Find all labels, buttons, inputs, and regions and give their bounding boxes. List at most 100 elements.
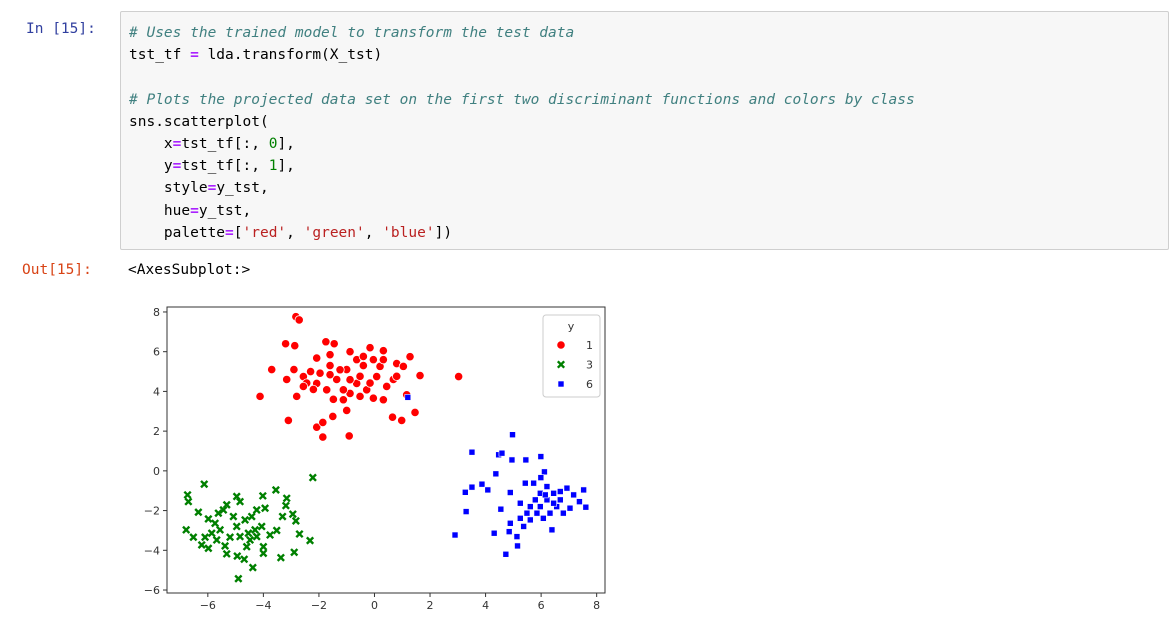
data-point-class-3	[207, 529, 216, 538]
legend: y1 3 6	[542, 314, 601, 398]
plot-frame	[166, 306, 606, 594]
data-point-class-6	[536, 503, 544, 510]
data-point-class-1	[392, 371, 402, 381]
data-point-class-3	[229, 512, 238, 521]
data-point-class-6	[563, 484, 571, 492]
code-editor[interactable]: # Uses the trained model to transform th…	[129, 22, 915, 244]
code-token: ,	[286, 224, 304, 241]
code-token: y_tst,	[198, 202, 252, 219]
data-point-class-6	[521, 479, 529, 487]
code-cell[interactable]: # Uses the trained model to transform th…	[120, 11, 1169, 250]
legend-label: 1	[586, 339, 593, 352]
code-line: style=y_tst,	[129, 177, 915, 199]
data-point-class-3	[233, 552, 242, 561]
data-point-class-1	[355, 371, 365, 381]
legend-marker-3	[556, 360, 566, 369]
code-token: ],	[277, 158, 295, 175]
data-point-class-3	[204, 544, 213, 553]
data-point-class-1	[335, 365, 345, 375]
data-point-class-1	[358, 351, 368, 362]
data-point-class-1	[325, 350, 335, 360]
code-line: # Plots the projected data set on the fi…	[129, 89, 915, 111]
data-point-class-3	[189, 533, 198, 542]
data-point-class-3	[257, 522, 266, 531]
code-token: =	[190, 47, 199, 64]
data-point-class-6	[451, 531, 459, 539]
data-point-class-6	[490, 529, 498, 537]
data-point-class-1	[378, 395, 388, 405]
code-token: sns.scatterplot(	[129, 113, 269, 130]
code-token: ],	[277, 135, 295, 152]
data-point-class-1	[308, 384, 318, 395]
data-point-class-3	[244, 529, 253, 538]
code-token: y	[129, 158, 173, 175]
data-point-class-1	[329, 339, 339, 349]
legend-marker-1	[556, 340, 566, 350]
data-point-class-6	[533, 509, 541, 517]
code-line: sns.scatterplot(	[129, 111, 915, 133]
code-token: ])	[434, 224, 453, 241]
code-token: x	[129, 135, 173, 152]
data-point-class-1	[344, 431, 354, 441]
data-point-class-3	[216, 525, 225, 534]
data-point-class-6	[556, 496, 564, 504]
data-point-class-6	[543, 483, 551, 490]
data-point-class-1	[398, 361, 408, 371]
data-point-class-3	[201, 533, 210, 542]
data-point-class-1	[283, 415, 293, 426]
data-point-class-1	[338, 395, 348, 405]
data-point-class-3	[182, 525, 191, 534]
data-point-class-6	[462, 508, 470, 515]
data-point-class-3	[252, 505, 261, 515]
y-tick-label: 2	[153, 425, 160, 438]
data-point-class-6	[468, 448, 476, 456]
data-point-class-6	[548, 526, 556, 534]
data-point-class-1	[405, 352, 415, 362]
data-point-class-1	[365, 378, 375, 388]
data-point-class-3	[248, 563, 257, 572]
x-tick-label: 6	[538, 599, 545, 612]
code-line: y=tst_tf[:, 1],	[129, 155, 915, 177]
data-point-class-1	[338, 385, 348, 395]
data-point-class-3	[258, 491, 267, 500]
data-point-class-6	[478, 480, 486, 488]
data-point-class-6	[531, 496, 539, 504]
code-token: 1	[268, 158, 278, 175]
code-token: lda.transform(X_tst)	[198, 47, 383, 64]
data-point-class-1	[328, 411, 338, 422]
x-tick-label: 4	[482, 599, 489, 612]
data-point-class-6	[580, 486, 587, 494]
data-point-class-6	[537, 474, 545, 481]
code-token: tst_tf	[129, 47, 191, 64]
data-point-class-3	[220, 541, 230, 550]
data-point-class-3	[272, 526, 281, 535]
data-point-class-6	[513, 533, 521, 540]
data-point-class-1	[415, 370, 425, 381]
data-point-class-1	[382, 381, 392, 392]
data-point-class-6	[537, 453, 545, 460]
data-point-class-3	[282, 494, 291, 503]
data-point-class-1	[290, 341, 300, 351]
data-point-class-1	[368, 355, 378, 365]
data-point-class-1	[397, 415, 407, 426]
data-point-class-6	[516, 515, 524, 522]
data-point-class-1	[325, 360, 335, 371]
data-point-class-1	[318, 432, 328, 442]
data-point-class-6	[505, 528, 513, 535]
data-point-class-6	[516, 499, 524, 507]
data-point-class-3	[260, 504, 270, 513]
data-point-class-3	[232, 492, 241, 501]
legend-marker-6	[557, 380, 565, 388]
code-line: # Uses the trained model to transform th…	[129, 22, 915, 44]
data-point-class-3	[259, 542, 268, 551]
data-point-class-1	[328, 394, 338, 404]
code-token: tst_tf[:,	[181, 135, 269, 152]
data-point-class-1	[342, 405, 352, 416]
x-tick-label: 0	[371, 599, 378, 612]
x-tick-label: 8	[593, 599, 600, 612]
input-prompt: In [15]:	[26, 21, 96, 37]
code-token: # Plots the projected data set on the fi…	[129, 91, 915, 108]
data-point-class-1	[315, 368, 325, 378]
code-token: =	[225, 224, 234, 241]
